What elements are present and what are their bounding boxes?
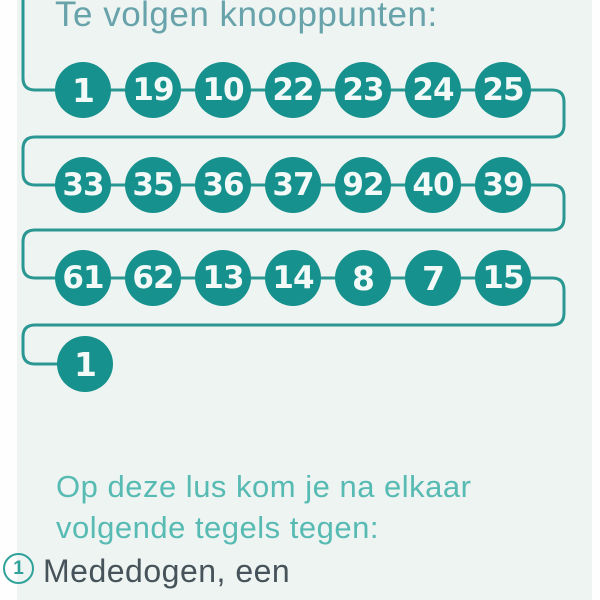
route-node: 15 [475,250,531,306]
route-node: 22 [265,62,321,118]
intro-line-2: volgende tegels tegen: [56,510,379,545]
route-node: 1 [55,62,111,118]
route-node: 36 [195,157,251,213]
route-node: 25 [475,62,531,118]
intro-text: Op deze lus kom je na elkaar volgende te… [56,466,576,548]
route-node: 24 [405,62,461,118]
route-node: 23 [335,62,391,118]
route-node: 62 [125,250,181,306]
route-node: 92 [335,157,391,213]
route-node: 39 [475,157,531,213]
page-title: Te volgen knooppunten: [55,0,438,34]
route-node: 13 [195,250,251,306]
route-node: 14 [265,250,321,306]
list-item-text: Mededogen, een [43,553,291,589]
route-node: 40 [405,157,461,213]
list-marker-circle-icon: 1 [3,553,34,584]
route-node: 19 [125,62,181,118]
route-node: 37 [265,157,321,213]
list-item: 1 Mededogen, een [0,549,590,595]
route-node: 7 [405,250,461,306]
route-node: 61 [55,250,111,306]
route-node: 35 [125,157,181,213]
route-path [21,0,566,366]
route-node: 8 [335,250,391,306]
route-node: 1 [57,336,113,392]
route-node: 10 [195,62,251,118]
intro-line-1: Op deze lus kom je na elkaar [56,469,472,504]
route-node: 33 [55,157,111,213]
